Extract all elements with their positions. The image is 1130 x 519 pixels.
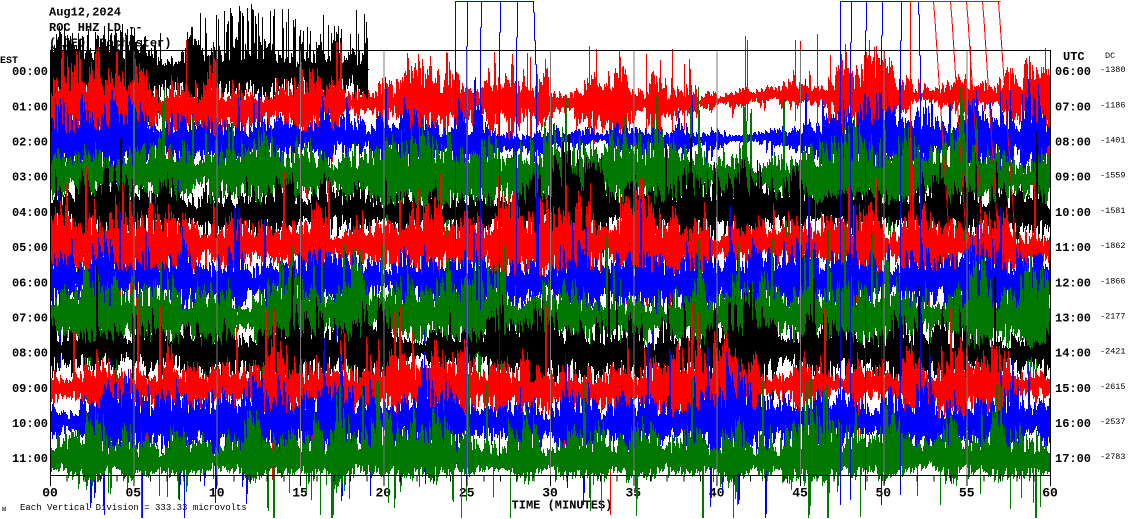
svg-text:м: м: [2, 506, 6, 514]
svg-text:30: 30: [542, 486, 558, 501]
svg-text:15: 15: [292, 486, 308, 501]
svg-text:06:00: 06:00: [12, 276, 48, 290]
svg-text:16:00: 16:00: [1055, 417, 1091, 431]
svg-text:-2537: -2537: [1100, 417, 1126, 427]
svg-text:12:00: 12:00: [1055, 276, 1091, 290]
svg-text:09:00: 09:00: [12, 382, 48, 396]
svg-text:Aug12,2024: Aug12,2024: [49, 6, 121, 20]
svg-text:01:00: 01:00: [12, 100, 48, 114]
svg-text:TIME (MINUTES): TIME (MINUTES): [512, 499, 613, 513]
svg-text:-1380: -1380: [1100, 65, 1126, 75]
svg-text:-2783: -2783: [1100, 452, 1126, 462]
svg-text:ROC HHZ LD --: ROC HHZ LD --: [49, 21, 143, 35]
svg-text:20: 20: [375, 486, 391, 501]
svg-text:45: 45: [792, 486, 808, 501]
svg-text:40: 40: [709, 486, 725, 501]
svg-text:17:00: 17:00: [1055, 452, 1091, 466]
svg-text:11:00: 11:00: [12, 452, 48, 466]
svg-text:08:00: 08:00: [1055, 136, 1091, 150]
svg-text:-1559: -1559: [1100, 171, 1126, 181]
svg-text:09:00: 09:00: [1055, 171, 1091, 185]
svg-text:11:00: 11:00: [1055, 241, 1091, 255]
svg-text:06:00: 06:00: [1055, 65, 1091, 79]
svg-text:60: 60: [1042, 486, 1058, 501]
svg-text:07:00: 07:00: [1055, 100, 1091, 114]
svg-text:-1581: -1581: [1100, 206, 1126, 216]
svg-text:02:00: 02:00: [12, 136, 48, 150]
svg-text:04:00: 04:00: [12, 206, 48, 220]
svg-text:UTC: UTC: [1063, 50, 1085, 64]
svg-text:08:00: 08:00: [12, 347, 48, 361]
svg-text:-1862: -1862: [1100, 241, 1126, 251]
svg-text:DC: DC: [1105, 51, 1115, 61]
svg-text:05: 05: [125, 486, 141, 501]
svg-text:07:00: 07:00: [12, 312, 48, 326]
svg-text:10:00: 10:00: [1055, 206, 1091, 220]
svg-text:10: 10: [209, 486, 225, 501]
svg-text:00:00: 00:00: [12, 65, 48, 79]
svg-text:-1866: -1866: [1100, 276, 1126, 286]
svg-text:-2421: -2421: [1100, 347, 1126, 357]
svg-text:15:00: 15:00: [1055, 382, 1091, 396]
svg-text:05:00: 05:00: [12, 241, 48, 255]
svg-text:13:00: 13:00: [1055, 312, 1091, 326]
svg-text:-2177: -2177: [1100, 312, 1126, 322]
svg-text:14:00: 14:00: [1055, 347, 1091, 361]
svg-text:03:00: 03:00: [12, 171, 48, 185]
svg-text:-1401: -1401: [1100, 136, 1126, 146]
svg-text:35: 35: [625, 486, 641, 501]
svg-text:-2615: -2615: [1100, 382, 1126, 392]
svg-text:-1186: -1186: [1100, 100, 1126, 110]
svg-text:10:00: 10:00: [12, 417, 48, 431]
svg-text:50: 50: [875, 486, 891, 501]
svg-text:EST: EST: [0, 56, 18, 67]
svg-text:00: 00: [42, 486, 58, 501]
svg-text:55: 55: [959, 486, 975, 501]
svg-text:Each Vertical Division = 333.: Each Vertical Division = 333.33 microvol…: [20, 503, 247, 513]
